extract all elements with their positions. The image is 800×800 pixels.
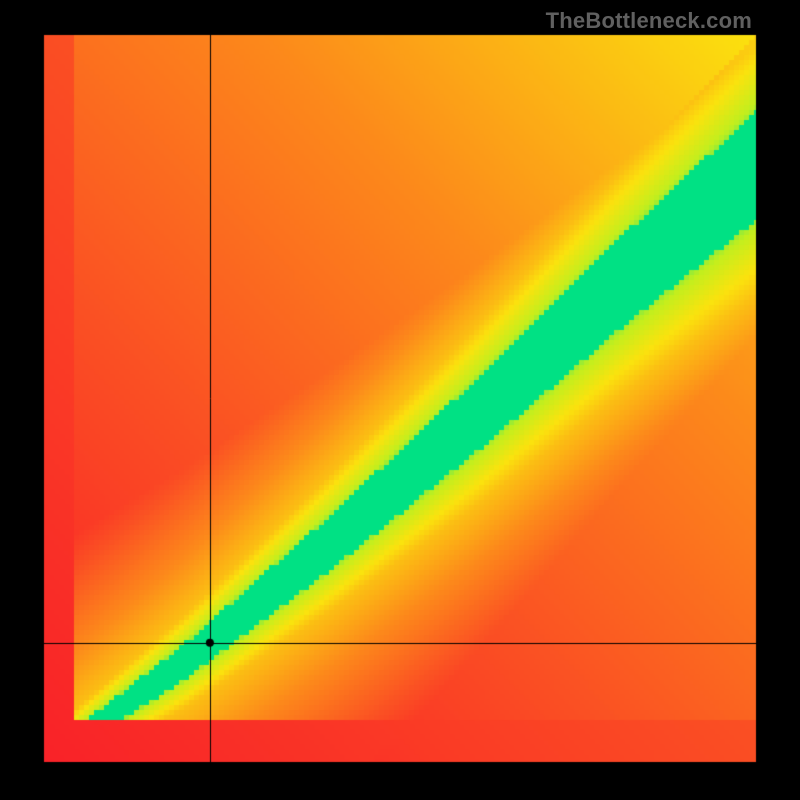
heatmap-canvas: [0, 0, 800, 800]
bottleneck-heatmap-container: TheBottleneck.com: [0, 0, 800, 800]
watermark-text: TheBottleneck.com: [546, 8, 752, 34]
